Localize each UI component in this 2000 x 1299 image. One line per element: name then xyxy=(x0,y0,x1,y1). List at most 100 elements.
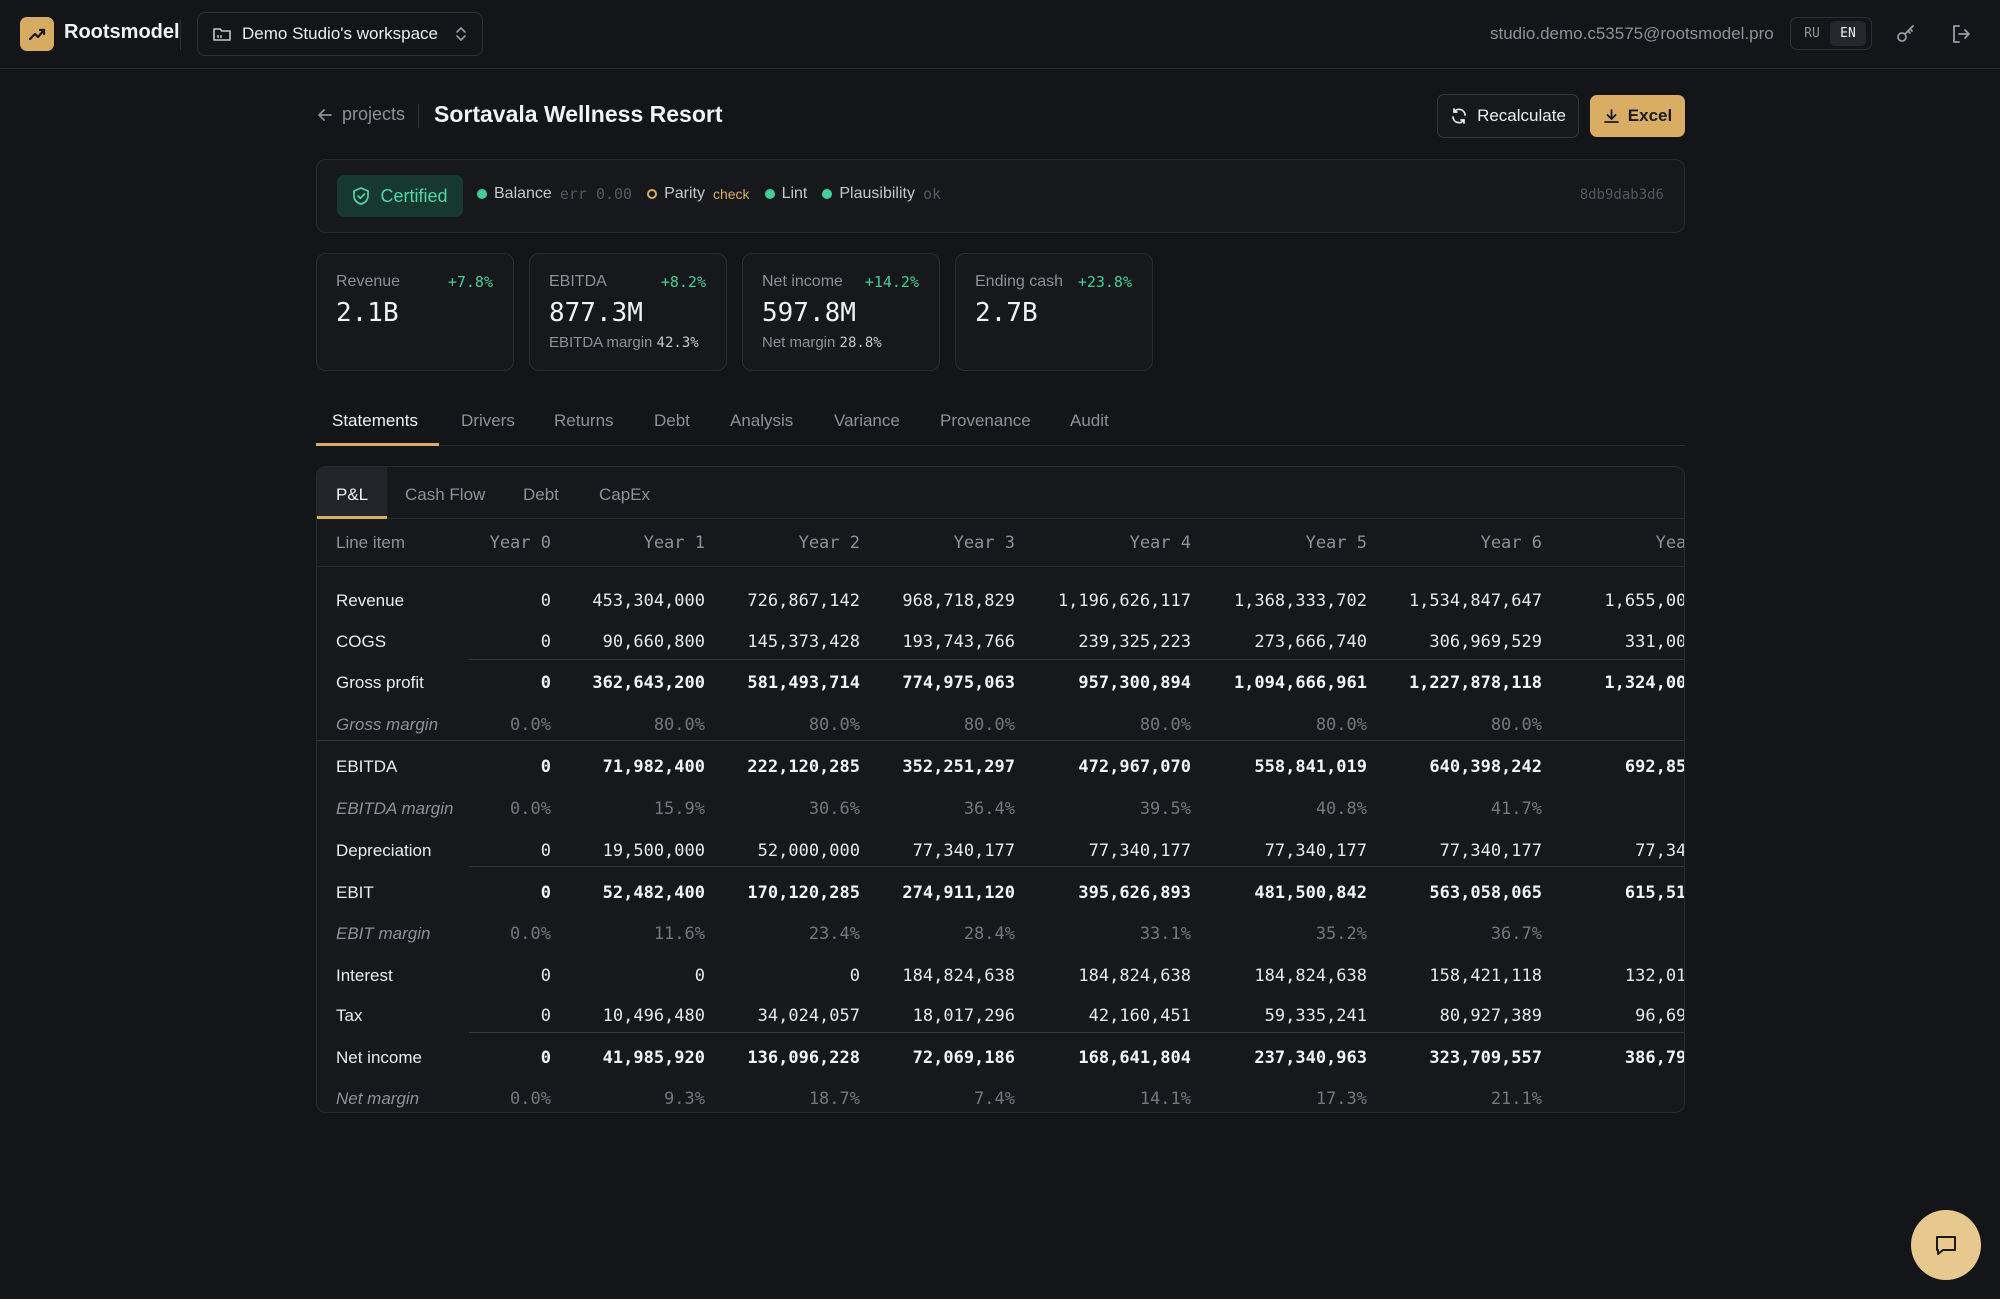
certified-badge: Certified xyxy=(337,175,463,217)
main-tabs: Statements Drivers Returns Debt Analysis… xyxy=(316,405,1685,446)
status-dot xyxy=(477,189,487,199)
kpi-delta: +14.2% xyxy=(864,273,919,291)
table-cell: 41.7% xyxy=(1490,799,1542,819)
table-cell: 0 xyxy=(540,1006,551,1026)
kpi-sub: EBITDA margin 42.3% xyxy=(549,334,699,351)
row-label: Revenue xyxy=(336,591,405,610)
table-row[interactable]: COGS 0 90,660,800 145,373,428 193,743,766 239… xyxy=(317,632,1684,662)
subtotal-divider xyxy=(469,866,1684,867)
tab-returns[interactable]: Returns xyxy=(554,411,614,430)
table-cell: 35.2% xyxy=(1315,924,1367,944)
table-cell: 640,398,242 xyxy=(1429,757,1542,777)
table-row[interactable]: Revenue 0 453,304,000 726,867,142 968,718,82… xyxy=(317,591,1684,621)
download-icon xyxy=(1603,108,1619,123)
table-row[interactable]: EBITDA 0 71,982,400 222,120,285 352,251,297 4… xyxy=(317,757,1684,787)
tab-debt[interactable]: Debt xyxy=(654,411,690,430)
row-label: Net margin xyxy=(336,1089,420,1108)
table-cell: 21.1% xyxy=(1490,1089,1542,1109)
table-row[interactable]: Gross margin 0.0% 80.0% 80.0% 80.0% 80.0% 80.0… xyxy=(317,715,1684,745)
check-label: Parity xyxy=(664,185,705,202)
table-row[interactable]: EBITDA margin 0.0% 15.9% 30.6% 36.4% 39.5% 40.… xyxy=(317,799,1684,829)
table-row[interactable]: Net income 0 41,985,920 136,096,228 72,069,1… xyxy=(317,1048,1685,1078)
table-cell: 323,709,557 xyxy=(1429,1048,1542,1068)
kpi-card-net-income: Net income +14.2% 597.8M Net margin 28.8… xyxy=(742,253,940,371)
user-email: studio.demo.c53575@rootsmodel.pro xyxy=(1490,24,1774,43)
table-cell: 193,743,766 xyxy=(902,632,1015,652)
row-label: EBITDA xyxy=(336,757,398,776)
kpi-label: EBITDA xyxy=(549,273,607,290)
table-cell: 34,024,057 xyxy=(757,1006,860,1026)
table-cell: 42,160,451 xyxy=(1088,1006,1191,1026)
key-icon[interactable] xyxy=(1894,22,1918,46)
active-subtab-bg xyxy=(317,467,387,519)
table-cell: 0 xyxy=(540,883,551,903)
table-cell: 11.6% xyxy=(653,924,705,944)
back-to-projects[interactable]: projects xyxy=(316,104,405,125)
kpi-delta: +7.8% xyxy=(447,273,493,291)
tab-analysis[interactable]: Analysis xyxy=(730,411,794,430)
table-cell: 774,975,063 xyxy=(902,673,1015,693)
table-cell: 77,340,1 xyxy=(1635,841,1684,861)
table-row[interactable]: Interest 0 0 0 184,824,638 184,824,638 184,824… xyxy=(317,966,1684,996)
kpi-label: Net income xyxy=(762,273,843,290)
table-cell: 28.4% xyxy=(963,924,1015,944)
kpi-sub-value: 42.3% xyxy=(656,335,699,351)
table-cell: 184,824,638 xyxy=(1078,966,1191,986)
table-cell: 37 xyxy=(1517,924,1684,944)
table-cell: 80.0% xyxy=(808,715,860,735)
table-row[interactable]: EBIT margin 0.0% 11.6% 23.4% 28.4% 33.1% 35.2%… xyxy=(317,924,1684,954)
row-label: EBIT margin xyxy=(336,924,431,943)
chat-button[interactable] xyxy=(1911,1210,1981,1280)
column-header-year: Year 0 xyxy=(489,533,551,553)
table-cell: 39.5% xyxy=(1139,799,1191,819)
table-cell: 72,069,186 xyxy=(912,1048,1015,1068)
table-cell: 36.4% xyxy=(963,799,1015,819)
table-cell: 386,798,0 xyxy=(1624,1048,1685,1068)
table-cell: 352,251,297 xyxy=(902,757,1015,777)
table-row[interactable]: EBIT 0 52,482,400 170,120,285 274,911,120 395… xyxy=(317,883,1685,913)
table-row[interactable]: Tax 0 10,496,480 34,024,057 18,017,296 42,160… xyxy=(317,1006,1684,1036)
check-balance: Balance err 0.00 xyxy=(477,185,632,203)
subtab-capex[interactable]: CapEx xyxy=(599,485,651,504)
check-detail: check xyxy=(712,186,750,202)
subtab-debt[interactable]: Debt xyxy=(523,485,559,504)
tab-variance[interactable]: Variance xyxy=(834,411,900,430)
table-cell: 145,373,428 xyxy=(747,632,860,652)
table-cell: 1,227,878,118 xyxy=(1408,673,1542,693)
app-logo[interactable] xyxy=(20,17,54,51)
check-detail: ok xyxy=(922,185,942,203)
table-cell: 1,324,001,8 xyxy=(1604,673,1685,693)
tab-statements[interactable]: Statements xyxy=(332,411,418,430)
table-cell: 9.3% xyxy=(664,1089,705,1109)
table-row[interactable]: Net margin 0.0% 9.3% 18.7% 7.4% 14.1% 17.3% 21.… xyxy=(317,1089,1684,1112)
table-cell: 80.0% xyxy=(653,715,705,735)
table-cell: 0 xyxy=(540,591,551,611)
table-cell: 0 xyxy=(540,966,551,986)
tab-audit[interactable]: Audit xyxy=(1070,411,1109,430)
logout-icon[interactable] xyxy=(1949,22,1973,46)
kpi-card-ebitda: EBITDA +8.2% 877.3M EBITDA margin 42.3% xyxy=(529,253,727,371)
tab-provenance[interactable]: Provenance xyxy=(940,411,1031,430)
table-row[interactable]: Depreciation 0 19,500,000 52,000,000 77,340,… xyxy=(317,841,1684,871)
table-cell: 184,824,638 xyxy=(1254,966,1367,986)
subtab-cash-flow[interactable]: Cash Flow xyxy=(405,485,486,504)
row-label: EBITDA margin xyxy=(336,799,454,818)
table-row[interactable]: Gross profit 0 362,643,200 581,493,714 774,9… xyxy=(317,673,1685,703)
table-cell: 237,340,963 xyxy=(1254,1048,1367,1068)
table-cell: 15.9% xyxy=(653,799,705,819)
lang-option-en[interactable]: EN xyxy=(1830,21,1866,46)
kpi-delta: +23.8% xyxy=(1077,273,1132,291)
excel-export-button[interactable]: Excel xyxy=(1590,95,1685,137)
subtab-pl[interactable]: P&L xyxy=(336,485,369,504)
table-cell: 0 xyxy=(694,966,705,986)
tab-drivers[interactable]: Drivers xyxy=(461,411,515,430)
table-cell: 615,515,1 xyxy=(1624,883,1685,903)
statement-subtabs: P&L Cash Flow Debt CapEx xyxy=(317,467,1684,519)
table-cell: 41,985,920 xyxy=(602,1048,705,1068)
table-cell: 1,534,847,647 xyxy=(1408,591,1542,611)
table-cell: 0 xyxy=(540,673,551,693)
check-label: Lint xyxy=(781,185,808,202)
recalculate-button[interactable]: Recalculate xyxy=(1437,94,1579,138)
workspace-switcher[interactable]: Demo Studio's workspace xyxy=(197,12,483,56)
lang-option-ru[interactable]: RU xyxy=(1804,26,1820,41)
